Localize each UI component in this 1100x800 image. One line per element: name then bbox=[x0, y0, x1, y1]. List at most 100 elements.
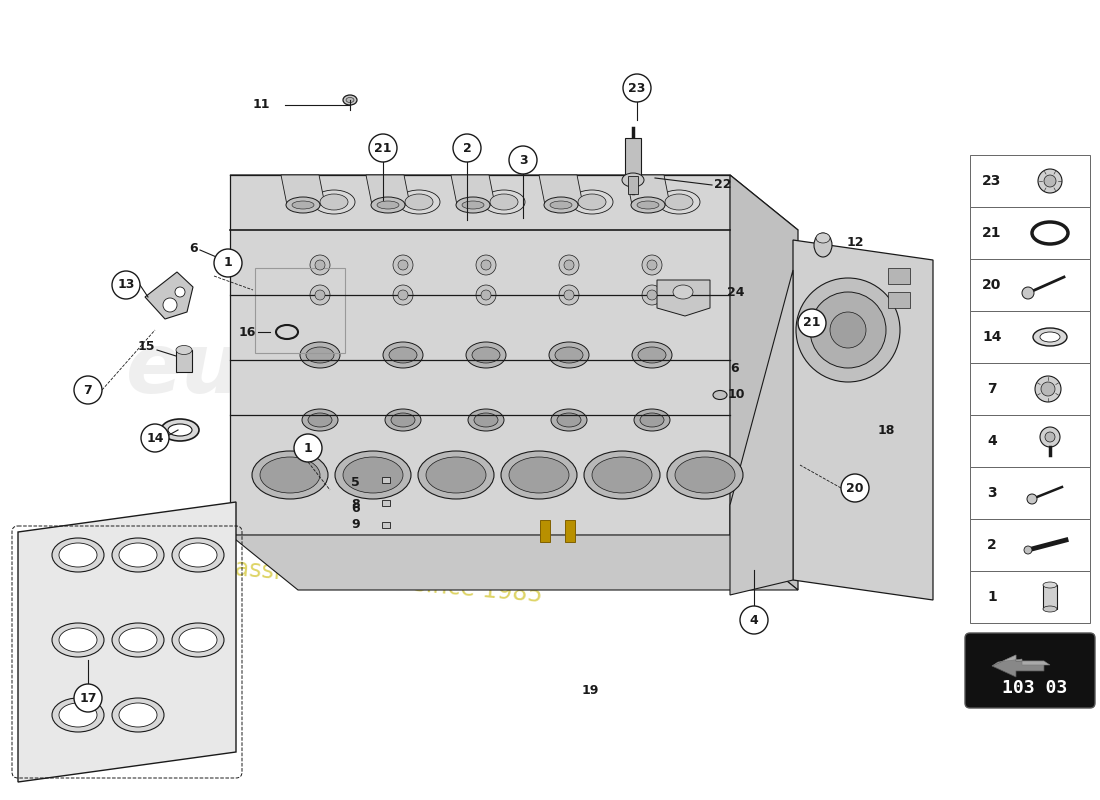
Ellipse shape bbox=[638, 347, 666, 363]
Bar bbox=[970, 415, 1090, 467]
Ellipse shape bbox=[474, 413, 498, 427]
Ellipse shape bbox=[667, 451, 743, 499]
Text: 2: 2 bbox=[463, 142, 472, 154]
Circle shape bbox=[1027, 494, 1037, 504]
Circle shape bbox=[393, 255, 412, 275]
Polygon shape bbox=[626, 175, 670, 205]
Circle shape bbox=[74, 684, 102, 712]
Text: 13: 13 bbox=[118, 278, 134, 291]
Text: 23: 23 bbox=[628, 82, 646, 94]
Text: 19: 19 bbox=[581, 683, 598, 697]
Circle shape bbox=[830, 312, 866, 348]
Ellipse shape bbox=[112, 623, 164, 657]
Text: 9: 9 bbox=[351, 518, 360, 531]
Ellipse shape bbox=[466, 342, 506, 368]
Ellipse shape bbox=[675, 457, 735, 493]
Bar bbox=[970, 363, 1090, 415]
Bar bbox=[540, 520, 550, 542]
Circle shape bbox=[310, 285, 330, 305]
Ellipse shape bbox=[658, 190, 700, 214]
Circle shape bbox=[509, 146, 537, 174]
Polygon shape bbox=[793, 240, 933, 600]
Circle shape bbox=[1038, 169, 1061, 193]
Ellipse shape bbox=[59, 703, 97, 727]
Ellipse shape bbox=[571, 190, 613, 214]
Ellipse shape bbox=[1043, 606, 1057, 612]
Circle shape bbox=[315, 260, 324, 270]
Bar bbox=[382, 522, 390, 528]
Text: 20: 20 bbox=[846, 482, 864, 494]
Ellipse shape bbox=[390, 413, 415, 427]
Ellipse shape bbox=[179, 543, 217, 567]
Ellipse shape bbox=[1043, 582, 1057, 588]
Circle shape bbox=[623, 74, 651, 102]
Circle shape bbox=[796, 278, 900, 382]
Circle shape bbox=[294, 434, 322, 462]
Ellipse shape bbox=[631, 197, 666, 213]
Bar bbox=[382, 500, 390, 506]
Text: 1: 1 bbox=[223, 257, 232, 270]
Circle shape bbox=[1040, 427, 1060, 447]
Circle shape bbox=[1044, 175, 1056, 187]
Ellipse shape bbox=[308, 413, 332, 427]
Circle shape bbox=[74, 376, 102, 404]
Ellipse shape bbox=[814, 233, 832, 257]
Text: 20: 20 bbox=[982, 278, 1002, 292]
Ellipse shape bbox=[112, 698, 164, 732]
Ellipse shape bbox=[172, 538, 224, 572]
Text: 5: 5 bbox=[351, 475, 360, 489]
Polygon shape bbox=[366, 175, 410, 205]
Ellipse shape bbox=[551, 409, 587, 431]
Circle shape bbox=[810, 292, 886, 368]
Ellipse shape bbox=[320, 194, 348, 210]
Ellipse shape bbox=[371, 197, 405, 213]
Text: 3: 3 bbox=[519, 154, 527, 166]
Bar bbox=[176, 350, 192, 372]
Text: 1: 1 bbox=[987, 590, 997, 604]
Circle shape bbox=[642, 255, 662, 275]
Ellipse shape bbox=[346, 98, 354, 102]
Ellipse shape bbox=[59, 543, 97, 567]
Polygon shape bbox=[539, 175, 583, 205]
Text: 24: 24 bbox=[727, 286, 745, 299]
Text: 7: 7 bbox=[84, 383, 92, 397]
Circle shape bbox=[112, 271, 140, 299]
Circle shape bbox=[798, 309, 826, 337]
Ellipse shape bbox=[302, 409, 338, 431]
Ellipse shape bbox=[426, 457, 486, 493]
Circle shape bbox=[141, 424, 169, 452]
Text: a passion for cars since 1985: a passion for cars since 1985 bbox=[197, 553, 543, 607]
Circle shape bbox=[559, 285, 579, 305]
Ellipse shape bbox=[389, 347, 417, 363]
Ellipse shape bbox=[640, 413, 664, 427]
Circle shape bbox=[476, 285, 496, 305]
Text: 22: 22 bbox=[714, 178, 732, 191]
Ellipse shape bbox=[59, 628, 97, 652]
Ellipse shape bbox=[176, 346, 192, 354]
Circle shape bbox=[393, 285, 412, 305]
Ellipse shape bbox=[483, 190, 525, 214]
Ellipse shape bbox=[550, 201, 572, 209]
Polygon shape bbox=[280, 175, 324, 205]
Circle shape bbox=[398, 290, 408, 300]
Ellipse shape bbox=[490, 194, 518, 210]
Bar bbox=[255, 268, 345, 353]
Ellipse shape bbox=[343, 457, 403, 493]
Text: 6: 6 bbox=[189, 242, 198, 254]
Polygon shape bbox=[230, 175, 730, 535]
Circle shape bbox=[647, 290, 657, 300]
Bar bbox=[970, 467, 1090, 519]
Text: 21: 21 bbox=[374, 142, 392, 154]
Ellipse shape bbox=[556, 347, 583, 363]
Ellipse shape bbox=[632, 342, 672, 368]
Text: 7: 7 bbox=[987, 382, 997, 396]
Circle shape bbox=[214, 249, 242, 277]
Text: 3: 3 bbox=[987, 486, 997, 500]
Text: 10: 10 bbox=[728, 389, 746, 402]
Circle shape bbox=[842, 474, 869, 502]
Circle shape bbox=[453, 134, 481, 162]
Ellipse shape bbox=[557, 413, 581, 427]
Bar bbox=[888, 268, 910, 284]
Circle shape bbox=[1035, 376, 1062, 402]
Ellipse shape bbox=[292, 201, 313, 209]
